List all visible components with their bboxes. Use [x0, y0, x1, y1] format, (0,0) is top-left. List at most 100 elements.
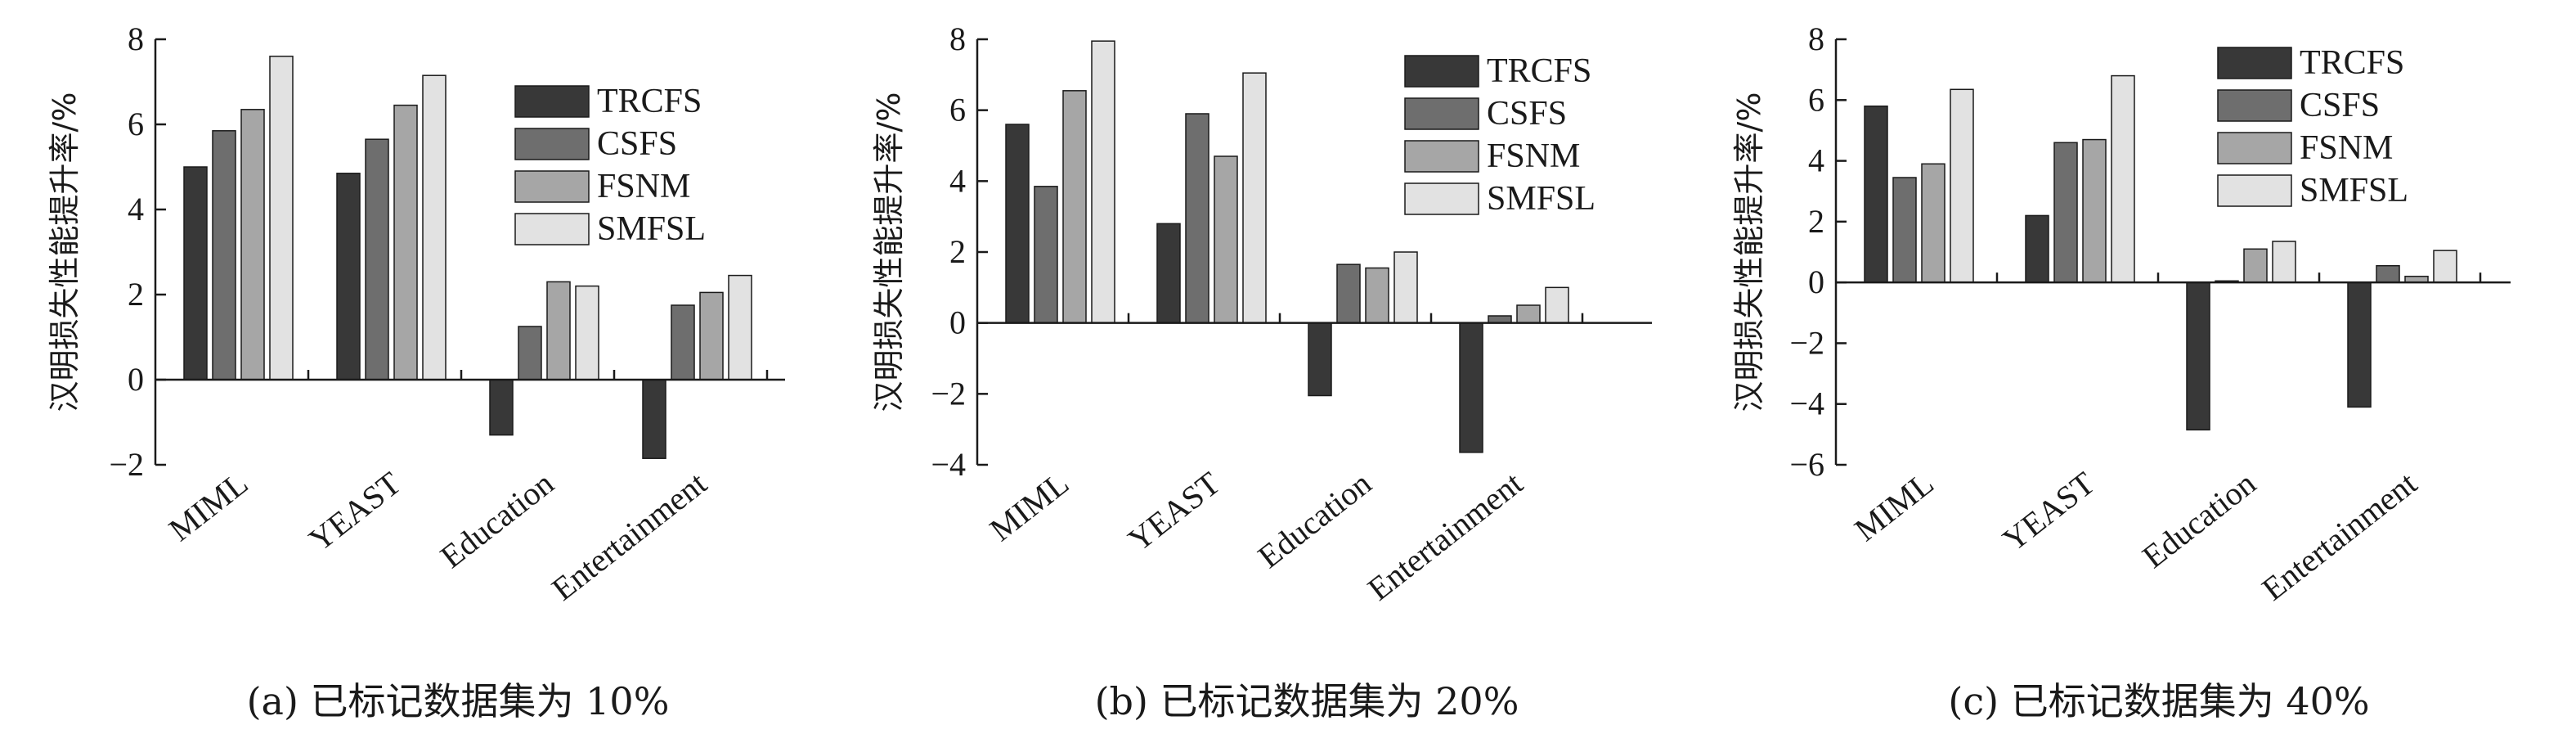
legend-label-smfsl: SMFSL	[597, 210, 706, 248]
y-tick-label: 6	[949, 92, 966, 128]
legend-swatch-csfs	[514, 128, 590, 160]
bar-csfs-miml	[212, 130, 236, 381]
x-category-label: Education	[433, 465, 560, 575]
legend-label-trcfs: TRCFS	[1487, 52, 1591, 90]
legend-label-csfs: CSFS	[1487, 95, 1567, 133]
bar-csfs-entertainment	[671, 304, 695, 381]
y-tick-label: 0	[1808, 263, 1824, 300]
bar-fsnm-miml	[1921, 163, 1945, 283]
y-tick-label: 2	[1808, 203, 1824, 240]
bar-trcfs-yeast	[336, 173, 361, 381]
y-tick-label: 8	[1808, 20, 1824, 57]
y-tick-label: 4	[128, 191, 144, 227]
bar-fsnm-yeast	[393, 104, 418, 381]
bar-smfsl-miml	[1091, 40, 1115, 324]
x-category-label: Entertainment	[2255, 465, 2423, 608]
legend: TRCFS CSFS FSNM SMFSL	[2217, 44, 2408, 209]
x-category-label: Entertainment	[545, 465, 713, 608]
x-category-label: Entertainment	[1361, 465, 1529, 608]
y-tick-label: 4	[1808, 142, 1824, 179]
x-category-label: MIML	[162, 465, 255, 549]
legend: TRCFS CSFS FSNM SMFSL	[514, 83, 706, 248]
y-tick-label: 2	[128, 276, 144, 313]
legend-label-csfs: CSFS	[597, 125, 677, 163]
bar-fsnm-education	[2243, 248, 2268, 283]
bar-fsnm-entertainment	[699, 291, 724, 381]
bar-fsnm-miml	[240, 109, 265, 381]
bar-csfs-miml	[1034, 186, 1058, 324]
bar-csfs-education	[1336, 263, 1361, 324]
legend: TRCFS CSFS FSNM SMFSL	[1404, 52, 1595, 218]
y-tick-label: −6	[1789, 446, 1824, 483]
panel-caption: (c) 已标记数据集为 40%	[1948, 679, 2369, 723]
bar-fsnm-education	[1365, 267, 1389, 324]
bar-smfsl-yeast	[2111, 74, 2135, 283]
y-tick-label: −4	[1789, 385, 1824, 422]
legend-label-fsnm: FSNM	[2300, 129, 2393, 167]
legend-swatch-fsnm	[1404, 140, 1479, 173]
x-category-label: MIML	[1847, 465, 1941, 549]
bar-trcfs-miml	[1005, 124, 1030, 324]
legend-swatch-fsnm	[514, 170, 590, 203]
x-category-label: MIML	[983, 465, 1076, 549]
x-category-label: YEAST	[1995, 465, 2101, 559]
bar-csfs-miml	[1892, 177, 1917, 283]
bar-smfsl-education	[1393, 251, 1418, 324]
y-tick-label: 4	[949, 162, 966, 199]
y-tick-label: −2	[1789, 324, 1824, 361]
bar-trcfs-entertainment	[2347, 281, 2372, 408]
legend-swatch-smfsl	[2217, 174, 2292, 207]
x-category-label: YEAST	[1121, 465, 1227, 559]
y-axis-title: 汉明损失性能提升率/%	[1731, 92, 1767, 412]
y-tick-label: 6	[1808, 81, 1824, 118]
y-tick-label: 6	[128, 106, 144, 142]
y-axis-title: 汉明损失性能提升率/%	[871, 92, 907, 412]
bar-smfsl-miml	[1950, 88, 1974, 283]
bar-fsnm-education	[546, 281, 571, 381]
legend-label-fsnm: FSNM	[1487, 137, 1580, 175]
bar-trcfs-education	[489, 379, 514, 436]
bar-smfsl-miml	[269, 56, 294, 381]
panel-caption: (b) 已标记数据集为 20%	[1095, 679, 1519, 723]
bar-fsnm-yeast	[1214, 155, 1238, 324]
legend-label-trcfs: TRCFS	[2300, 44, 2404, 82]
bar-trcfs-education	[1308, 322, 1332, 397]
legend-swatch-smfsl	[514, 213, 590, 245]
bar-trcfs-education	[2186, 281, 2210, 431]
bar-smfsl-yeast	[422, 74, 447, 381]
y-tick-label: 0	[949, 304, 966, 341]
legend-label-smfsl: SMFSL	[2300, 172, 2408, 209]
y-tick-label: −2	[931, 375, 966, 412]
bar-fsnm-entertainment	[1516, 304, 1541, 324]
chart-panel-c: −6 −4 −2 0 2 4 6 8 MIML YEAST EducationEntertainme…	[1731, 20, 2511, 723]
y-tick-label: −4	[931, 446, 966, 483]
y-tick-label: 0	[128, 361, 144, 398]
legend-swatch-trcfs	[514, 85, 590, 118]
legend-label-fsnm: FSNM	[597, 168, 690, 205]
x-category-label: Education	[1251, 465, 1378, 575]
panel-caption: (a) 已标记数据集为 10%	[247, 679, 670, 723]
bar-trcfs-miml	[1864, 105, 1888, 283]
bar-trcfs-yeast	[2025, 214, 2049, 283]
bar-trcfs-entertainment	[1459, 322, 1483, 453]
bar-trcfs-miml	[183, 166, 208, 381]
bar-csfs-entertainment	[1488, 315, 1512, 324]
bar-smfsl-education	[575, 285, 599, 381]
y-tick-label: −2	[109, 446, 144, 483]
legend-label-trcfs: TRCFS	[597, 83, 702, 120]
legend-swatch-trcfs	[2217, 47, 2292, 79]
bar-smfsl-entertainment	[2433, 250, 2457, 283]
y-tick-label: 8	[949, 20, 966, 57]
x-category-label: YEAST	[302, 465, 407, 559]
bar-trcfs-entertainment	[642, 379, 666, 459]
bar-fsnm-yeast	[2082, 138, 2107, 283]
legend-label-csfs: CSFS	[2300, 87, 2380, 124]
legend-swatch-trcfs	[1404, 55, 1479, 88]
y-tick-label: 2	[949, 233, 966, 270]
bar-smfsl-entertainment	[1545, 286, 1569, 324]
legend-swatch-smfsl	[1404, 182, 1479, 215]
bar-csfs-yeast	[365, 138, 389, 381]
